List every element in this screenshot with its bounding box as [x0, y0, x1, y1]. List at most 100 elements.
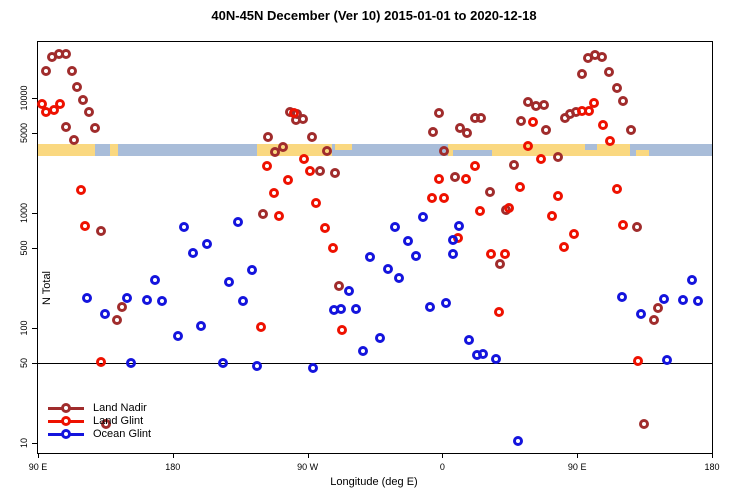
data-point-ocean-glint	[335, 304, 346, 315]
data-point-ocean-glint	[454, 221, 465, 232]
map-band-ocean-segment	[118, 143, 258, 156]
y-tick	[32, 98, 38, 100]
legend-label: Land Nadir	[93, 402, 147, 414]
data-point-land-nadir	[649, 314, 659, 325]
x-tick-label: 90 W	[297, 462, 319, 472]
data-point-land-nadir	[439, 145, 450, 156]
data-point-land-nadir	[71, 82, 82, 93]
data-point-land-nadir	[639, 418, 650, 429]
y-tick	[32, 328, 38, 330]
data-point-ocean-glint	[393, 272, 404, 283]
data-point-land-nadir	[314, 165, 325, 176]
data-point-land-nadir	[433, 108, 444, 119]
data-point-land-nadir	[111, 314, 122, 325]
data-point-land-nadir	[553, 151, 564, 162]
data-point-ocean-glint	[196, 320, 207, 331]
plot-area: Land Nadir Land Glint Ocean Glint 90 E 180 9…	[19, 41, 720, 472]
data-point-land-glint	[597, 119, 608, 130]
x-tick	[442, 453, 444, 458]
data-point-land-glint	[283, 175, 294, 186]
data-point-ocean-glint	[383, 264, 394, 275]
data-point-land-nadir	[66, 66, 77, 77]
data-point-land-glint	[553, 190, 564, 201]
legend-label: Ocean Glint	[93, 428, 152, 440]
data-point-land-glint	[527, 117, 538, 128]
x-tick	[38, 453, 39, 458]
y-tick	[32, 247, 38, 249]
map-band-ocean-segment	[332, 143, 448, 156]
data-point-land-glint	[522, 140, 533, 151]
data-point-land-nadir	[322, 145, 333, 156]
data-point-ocean-glint	[238, 295, 249, 306]
data-point-land-glint	[310, 197, 321, 208]
data-point-land-glint	[426, 192, 437, 203]
data-point-ocean-glint	[389, 222, 400, 233]
data-point-land-glint	[299, 153, 310, 164]
map-band-land-segment	[109, 143, 119, 156]
data-point-land-glint	[493, 306, 504, 317]
data-point-ocean-glint	[172, 331, 183, 342]
data-point-land-nadir	[257, 208, 268, 219]
data-point-land-nadir	[653, 303, 664, 313]
data-point-ocean-glint	[513, 435, 523, 446]
data-point-land-glint	[256, 322, 266, 333]
data-point-land-nadir	[262, 132, 273, 143]
data-point-land-glint	[559, 242, 570, 253]
data-point-land-nadir	[334, 281, 345, 291]
data-point-land-nadir	[485, 187, 496, 198]
data-point-ocean-glint	[125, 357, 136, 368]
map-band-land-patch	[335, 143, 353, 150]
data-point-land-glint	[274, 210, 285, 221]
data-point-land-nadir	[522, 96, 533, 107]
y-axis-title: N Total	[41, 270, 53, 306]
y-tick	[32, 362, 38, 364]
map-band-ocean-patch	[452, 149, 492, 157]
data-point-ocean-glint	[463, 335, 474, 345]
data-point-ocean-glint	[201, 239, 212, 250]
x-tick-label: 180	[165, 462, 181, 472]
data-point-ocean-glint	[441, 298, 452, 309]
x-tick-label: 0	[439, 462, 445, 472]
data-point-land-glint	[611, 183, 622, 194]
data-point-land-nadir	[60, 49, 71, 60]
data-point-ocean-glint	[364, 252, 375, 263]
data-point-land-nadir	[61, 121, 72, 132]
data-point-ocean-glint	[149, 274, 160, 285]
data-point-ocean-glint	[659, 293, 670, 304]
x-tick-label: 90 E	[567, 462, 587, 472]
data-point-land-nadir	[541, 125, 552, 136]
y-tick-label: 100	[19, 320, 29, 336]
data-point-land-nadir	[631, 222, 642, 233]
x-tick	[712, 453, 713, 458]
data-point-land-nadir	[604, 67, 615, 77]
data-point-ocean-glint	[447, 235, 458, 246]
data-point-land-nadir	[516, 115, 527, 126]
legend-marker-icon	[61, 403, 71, 413]
data-point-ocean-glint	[417, 212, 428, 223]
data-point-land-nadir	[611, 82, 622, 93]
data-point-ocean-glint	[308, 363, 319, 374]
data-point-ocean-glint	[247, 265, 258, 275]
data-point-land-glint	[54, 98, 65, 109]
data-point-ocean-glint	[477, 348, 488, 359]
data-point-land-glint	[319, 222, 330, 233]
data-point-ocean-glint	[617, 291, 628, 302]
data-point-land-glint	[49, 104, 59, 115]
data-point-ocean-glint	[122, 293, 133, 304]
data-point-land-nadir	[101, 418, 112, 429]
data-point-land-glint	[589, 98, 600, 109]
y-tick-label: 500	[19, 240, 29, 256]
data-point-land-glint	[327, 243, 338, 253]
data-point-land-glint	[262, 160, 273, 171]
x-tick-label: 180	[704, 462, 720, 472]
data-point-land-glint	[618, 220, 629, 231]
data-point-land-glint	[475, 206, 486, 217]
data-point-land-nadir	[83, 107, 94, 118]
data-point-land-glint	[434, 173, 445, 184]
data-point-land-nadir	[494, 259, 505, 270]
data-point-land-glint	[336, 325, 347, 336]
data-point-land-glint	[584, 105, 595, 116]
data-point-land-nadir	[117, 301, 128, 312]
data-point-land-glint	[604, 135, 615, 146]
map-band-land-segment	[257, 143, 333, 156]
